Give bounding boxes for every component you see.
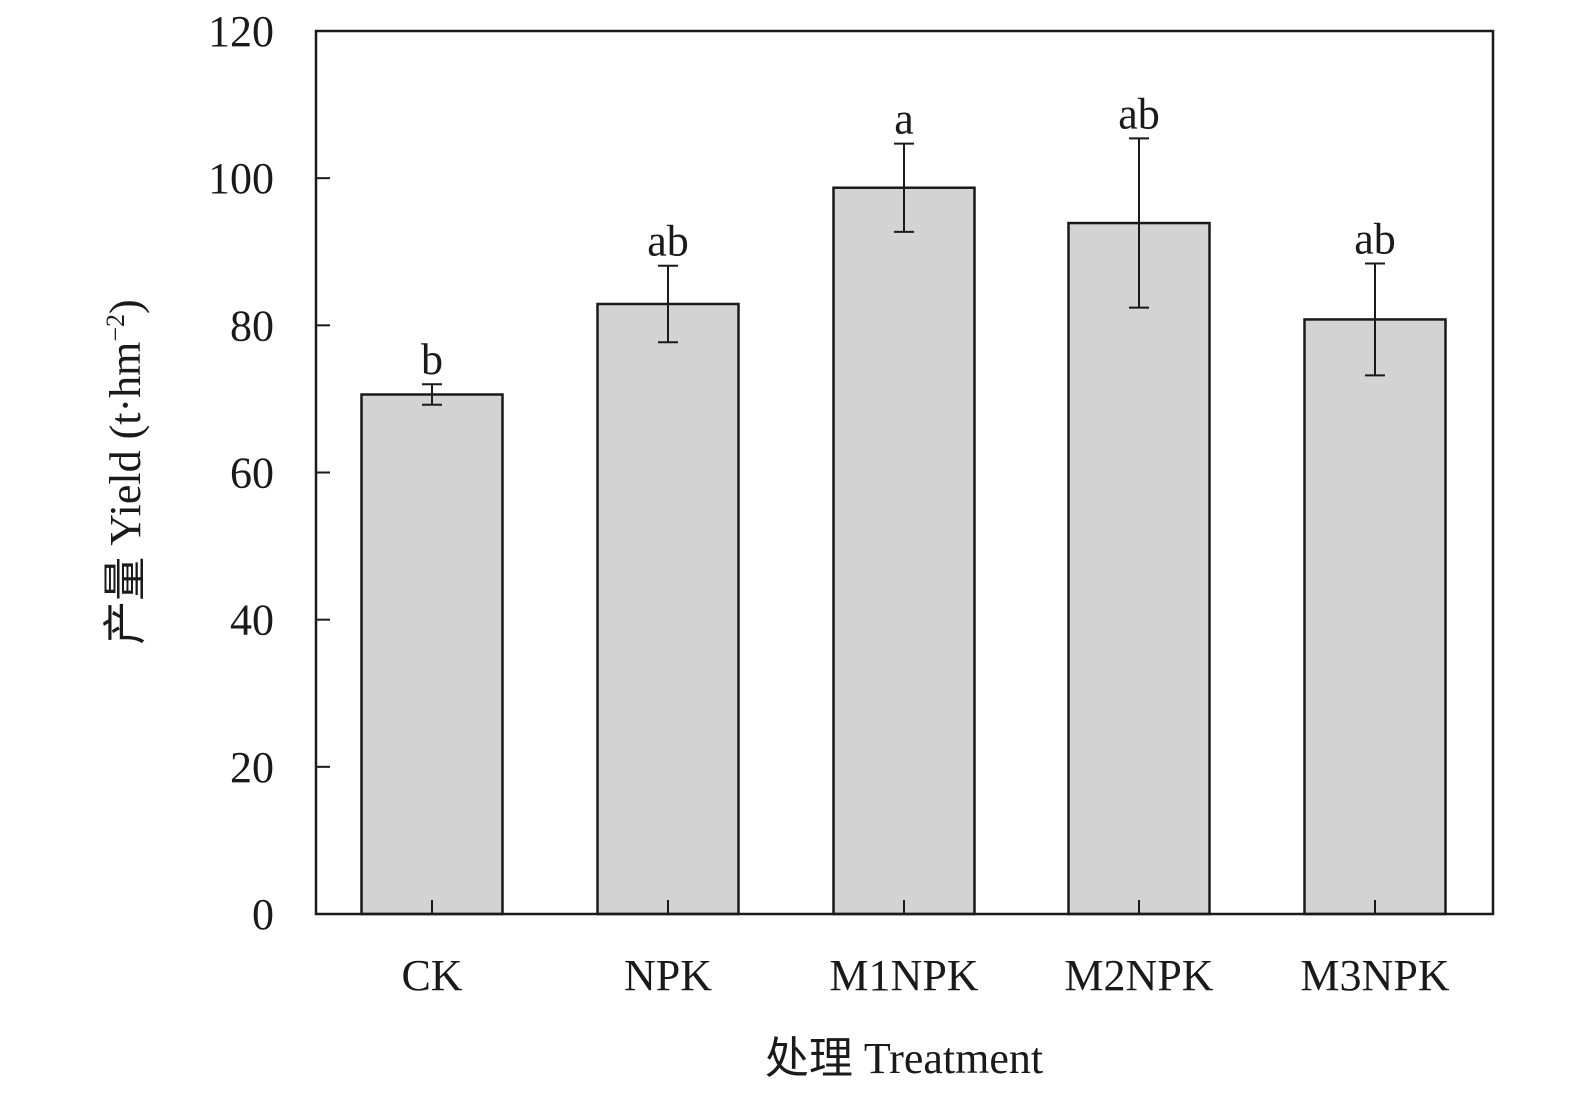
y-tick-label-80: 80 (230, 301, 274, 350)
bar-NPK (596, 302, 740, 916)
significance-label-M1NPK: a (894, 95, 914, 144)
bars-layer (360, 186, 1447, 916)
y-axis-title: 产量 Yield (t·hm−2) (101, 299, 150, 644)
error-bars-layer (422, 137, 1385, 406)
y-axis-title-main: 产量 Yield (t·hm (101, 342, 150, 645)
bar-M2NPK (1067, 221, 1211, 916)
significance-label-NPK: ab (647, 217, 689, 266)
bar-CK (360, 393, 504, 916)
y-tick-label-60: 60 (230, 449, 274, 498)
y-tick-label-20: 20 (230, 743, 274, 792)
significance-label-M3NPK: ab (1354, 215, 1396, 264)
bar-M1NPK (832, 186, 976, 916)
y-tick-label-120: 120 (208, 7, 274, 56)
significance-labels-layer: b ab a ab ab (421, 89, 1396, 384)
y-tick-label-100: 100 (208, 154, 274, 203)
y-axis-title-superscript: −2 (101, 314, 130, 342)
y-ticks-layer: 0 20 40 60 80 100 120 (208, 7, 330, 939)
significance-label-M2NPK: ab (1118, 89, 1160, 138)
significance-label-CK: b (421, 335, 443, 384)
x-tick-label-M3NPK: M3NPK (1300, 951, 1449, 1000)
x-ticks-layer: CK NPK M1NPK M2NPK M3NPK (401, 900, 1450, 1000)
x-tick-label-M2NPK: M2NPK (1064, 951, 1213, 1000)
bar-M3NPK (1303, 318, 1447, 916)
x-tick-label-CK: CK (401, 951, 462, 1000)
y-tick-label-40: 40 (230, 596, 274, 645)
x-tick-label-M1NPK: M1NPK (829, 951, 978, 1000)
x-tick-label-NPK: NPK (624, 951, 712, 1000)
y-axis-title-close: ) (101, 299, 150, 314)
y-tick-label-0: 0 (252, 890, 274, 939)
x-axis-title: 处理 Treatment (765, 1034, 1043, 1083)
